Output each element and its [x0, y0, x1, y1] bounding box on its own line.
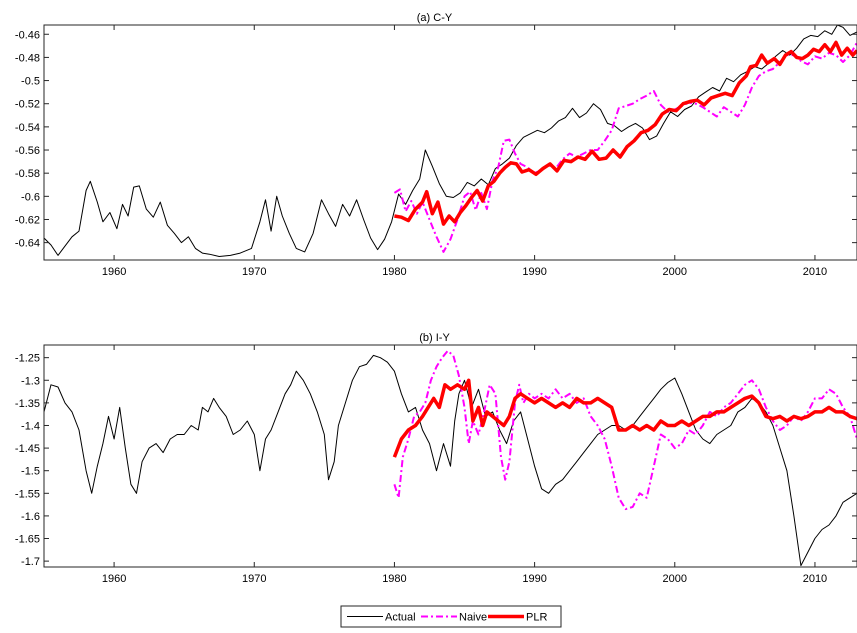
legend-label-actual: Actual	[385, 612, 416, 624]
y-tick-label: -1.4	[21, 420, 40, 432]
y-tick-label: -1.35	[15, 398, 40, 410]
x-tick-label: 1960	[102, 266, 126, 278]
x-tick-label: 1980	[382, 573, 406, 585]
y-tick-label: -1.6	[21, 511, 40, 523]
y-tick-label: -0.48	[15, 52, 40, 64]
series-line-actual	[44, 25, 857, 257]
x-tick-label: 1980	[382, 266, 406, 278]
y-tick-label: -1.25	[15, 353, 40, 365]
y-tick-label: -0.54	[15, 122, 40, 134]
y-tick-label: -1.3	[21, 375, 40, 387]
series-line-naive	[393, 41, 857, 253]
legend-label-plr: PLR	[526, 612, 547, 624]
y-tick-label: -0.64	[15, 238, 40, 250]
x-tick-label: 2000	[663, 266, 687, 278]
y-tick-label: -1.55	[15, 488, 40, 500]
x-tick-label: 1990	[522, 573, 546, 585]
series-line-plr	[394, 40, 857, 226]
x-tick-label: 2000	[663, 573, 687, 585]
x-tick-label: 2010	[803, 266, 827, 278]
y-tick-label: -1.65	[15, 534, 40, 546]
legend-label-naive: Naive	[459, 612, 487, 624]
chart-panel-2: (b) I-Y 1960 1970 1980 1990 2000 2010 -1.25 -1.3…	[15, 332, 857, 585]
y-tick-label: -1.7	[21, 556, 40, 568]
chart-title: (b) I-Y	[419, 332, 450, 344]
x-tick-label: 2010	[803, 573, 827, 585]
x-tick-label: 1990	[522, 266, 546, 278]
series-line-actual	[44, 354, 857, 567]
y-tick-label: -0.58	[15, 168, 40, 180]
y-tick-label: -0.6	[21, 191, 40, 203]
y-tick-label: -1.45	[15, 443, 40, 455]
axes-box	[43, 24, 857, 261]
series-group	[44, 349, 857, 567]
x-tick-label: 1970	[242, 266, 266, 278]
chart-title: (a) C-Y	[417, 12, 453, 24]
y-tick-label: -0.52	[15, 99, 40, 111]
x-tick-label: 1970	[242, 573, 266, 585]
x-tick-label: 1960	[102, 573, 126, 585]
chart-panel-1: (a) C-Y 1960 1970 1980 1990 2000 2010 -0.46 -0.4…	[15, 12, 857, 278]
series-group	[44, 25, 857, 257]
y-tick-label: -1.5	[21, 466, 40, 478]
legend: Actual Naive PLR	[340, 605, 562, 628]
series-line-plr	[392, 378, 857, 458]
y-tick-label: -0.56	[15, 145, 40, 157]
y-tick-label: -0.5	[21, 76, 40, 88]
y-tick-label: -0.62	[15, 214, 40, 226]
axes-box	[43, 344, 857, 568]
y-tick-label: -0.46	[15, 29, 40, 41]
